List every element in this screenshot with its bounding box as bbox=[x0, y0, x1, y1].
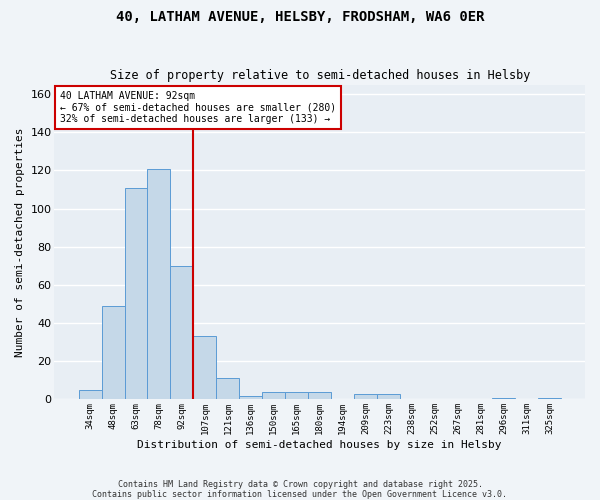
Bar bbox=[538, 398, 561, 400]
Bar bbox=[492, 398, 515, 400]
Bar bbox=[148, 168, 170, 400]
Bar bbox=[354, 394, 377, 400]
Bar bbox=[193, 336, 217, 400]
Text: 40, LATHAM AVENUE, HELSBY, FRODSHAM, WA6 0ER: 40, LATHAM AVENUE, HELSBY, FRODSHAM, WA6… bbox=[116, 10, 484, 24]
Bar bbox=[308, 392, 331, 400]
Bar bbox=[125, 188, 148, 400]
Bar bbox=[239, 396, 262, 400]
Bar bbox=[170, 266, 193, 400]
X-axis label: Distribution of semi-detached houses by size in Helsby: Distribution of semi-detached houses by … bbox=[137, 440, 502, 450]
Bar bbox=[217, 378, 239, 400]
Y-axis label: Number of semi-detached properties: Number of semi-detached properties bbox=[15, 127, 25, 356]
Title: Size of property relative to semi-detached houses in Helsby: Size of property relative to semi-detach… bbox=[110, 69, 530, 82]
Text: 40 LATHAM AVENUE: 92sqm
← 67% of semi-detached houses are smaller (280)
32% of s: 40 LATHAM AVENUE: 92sqm ← 67% of semi-de… bbox=[60, 91, 336, 124]
Bar bbox=[101, 306, 125, 400]
Bar bbox=[285, 392, 308, 400]
Text: Contains HM Land Registry data © Crown copyright and database right 2025.
Contai: Contains HM Land Registry data © Crown c… bbox=[92, 480, 508, 499]
Bar bbox=[262, 392, 285, 400]
Bar bbox=[377, 394, 400, 400]
Bar bbox=[79, 390, 101, 400]
